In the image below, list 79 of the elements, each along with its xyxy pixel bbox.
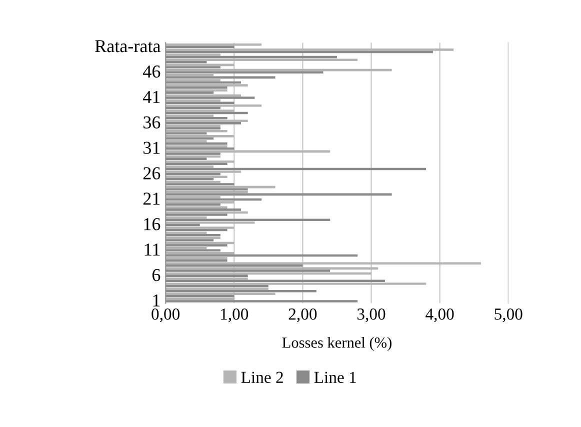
y-tick-label: 11 bbox=[144, 244, 160, 256]
bar bbox=[166, 183, 234, 186]
bar bbox=[166, 116, 228, 120]
bar bbox=[166, 208, 241, 211]
bar bbox=[166, 300, 358, 302]
bar bbox=[166, 152, 220, 155]
bar bbox=[166, 214, 228, 216]
y-tick-label: 6 bbox=[152, 268, 160, 282]
bar bbox=[166, 201, 234, 204]
y-tick-label: 41 bbox=[143, 90, 160, 103]
bar bbox=[166, 295, 234, 298]
bar bbox=[166, 89, 228, 92]
x-tick-label: 4,00 bbox=[426, 308, 454, 322]
bar bbox=[166, 178, 214, 180]
x-axis-title: Losses kernel (%) bbox=[282, 337, 392, 351]
bar bbox=[166, 114, 214, 117]
bar bbox=[166, 140, 207, 142]
y-tick-label: 31 bbox=[144, 142, 160, 154]
bar bbox=[166, 190, 248, 194]
bar bbox=[166, 252, 234, 254]
bar bbox=[166, 282, 426, 285]
bar bbox=[166, 102, 234, 104]
bar bbox=[166, 239, 214, 242]
bar bbox=[166, 274, 248, 277]
bar bbox=[166, 222, 255, 224]
bar bbox=[166, 176, 228, 178]
bar bbox=[166, 292, 276, 296]
bar bbox=[166, 132, 207, 135]
bar bbox=[166, 166, 214, 168]
y-tick-label: 36 bbox=[144, 116, 160, 129]
y-tick-label: 26 bbox=[143, 167, 160, 180]
bar bbox=[166, 43, 262, 46]
x-tick-label: 2,00 bbox=[288, 308, 317, 322]
bar bbox=[166, 135, 234, 138]
bar bbox=[166, 148, 234, 150]
bar bbox=[166, 226, 234, 229]
bar bbox=[166, 262, 481, 265]
bar bbox=[166, 170, 241, 173]
x-tick-label: 3,00 bbox=[357, 308, 386, 322]
bar bbox=[166, 54, 220, 56]
bar bbox=[166, 160, 234, 163]
y-tick-label: 1 bbox=[153, 294, 160, 306]
bar bbox=[166, 61, 207, 64]
bar bbox=[166, 66, 220, 68]
y-tick-label: 16 bbox=[144, 218, 160, 230]
bar bbox=[166, 264, 303, 267]
bar bbox=[166, 122, 241, 124]
bar bbox=[166, 244, 228, 246]
legend-label: Line 1 bbox=[314, 372, 356, 383]
bar bbox=[166, 232, 207, 234]
x-tick-label: 5,00 bbox=[494, 308, 522, 322]
bar bbox=[166, 249, 220, 252]
bar bbox=[166, 288, 268, 290]
x-tick-label: 1,00 bbox=[221, 308, 248, 322]
x-tick-label: 0,00 bbox=[152, 308, 180, 322]
bar bbox=[166, 257, 228, 260]
legend-label: Line 2 bbox=[241, 372, 283, 383]
bar bbox=[166, 218, 330, 222]
bar bbox=[166, 58, 358, 62]
bar bbox=[166, 270, 330, 272]
bar bbox=[166, 110, 234, 112]
bar bbox=[166, 127, 220, 130]
bar bbox=[166, 92, 214, 94]
bar bbox=[166, 104, 262, 107]
bar bbox=[166, 145, 228, 148]
bar bbox=[166, 158, 207, 160]
bar bbox=[166, 74, 214, 76]
y-tick-label: 46 bbox=[143, 65, 160, 78]
bar bbox=[166, 84, 248, 86]
bar bbox=[166, 48, 454, 51]
bar bbox=[166, 71, 324, 74]
y-tick-label: Rata-rata bbox=[95, 40, 160, 52]
y-tick-label: 21 bbox=[143, 192, 160, 205]
bar bbox=[166, 96, 255, 99]
bar bbox=[166, 196, 220, 198]
bar bbox=[166, 188, 248, 190]
bar bbox=[166, 79, 220, 82]
bar bbox=[166, 234, 220, 236]
bar bbox=[166, 277, 248, 280]
